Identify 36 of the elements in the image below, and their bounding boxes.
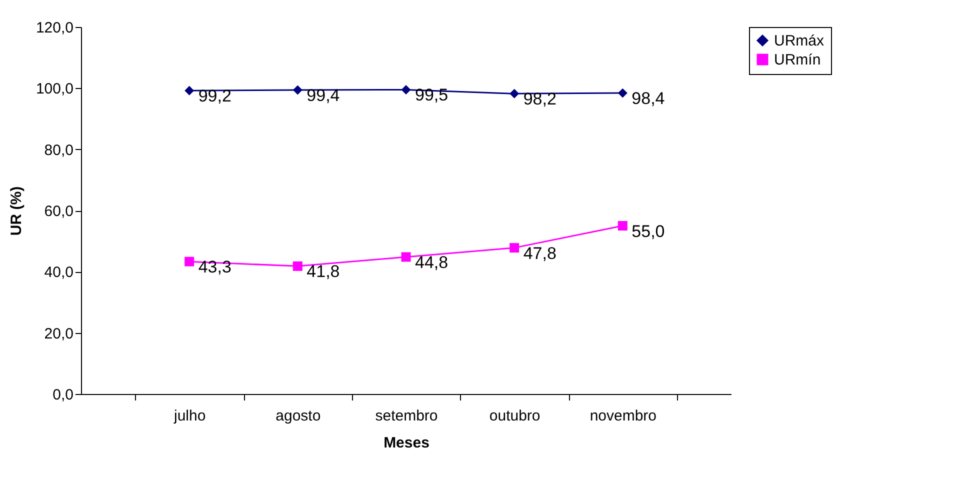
point: [184, 256, 194, 266]
x-tick-label: agosto: [276, 408, 321, 424]
y-axis-title: UR (%): [8, 186, 25, 236]
data-label: 99,4: [306, 86, 340, 105]
data-label: 98,2: [523, 90, 556, 109]
y-tick-label: 120,0: [36, 20, 74, 36]
point: [510, 243, 520, 253]
point: [184, 86, 194, 96]
data-label: 99,2: [198, 86, 232, 106]
data-label: 44,8: [415, 252, 448, 272]
y-tick-label: 80,0: [44, 142, 74, 159]
y-tick-label: 0,0: [52, 386, 74, 404]
point: [292, 261, 302, 271]
point: [618, 221, 628, 231]
data-label: 99,5: [415, 86, 448, 105]
point: [510, 88, 520, 98]
point: [618, 88, 628, 98]
data-label: 55,0: [632, 222, 665, 241]
point: [292, 85, 302, 95]
point: [401, 84, 411, 94]
data-label: 43,3: [198, 258, 232, 277]
x-tick-label: novembro: [590, 408, 657, 424]
x-axis-title: Meses: [384, 434, 430, 452]
y-tick-label: 20,0: [44, 325, 74, 342]
y-tick-label: 100,0: [36, 80, 74, 98]
data-label: 98,4: [632, 89, 665, 108]
y-tick-label: 60,0: [44, 203, 74, 220]
data-label: 47,8: [523, 244, 556, 263]
x-tick-label: setembro: [375, 408, 438, 424]
x-tick-label: julho: [172, 408, 206, 424]
point: [401, 252, 411, 262]
data-label: 41,8: [306, 262, 340, 282]
y-tick-label: 40,0: [44, 264, 74, 282]
x-tick-label: outubro: [489, 408, 540, 424]
legend-label: URmáx: [774, 32, 824, 50]
legend-label: URmín: [774, 52, 821, 68]
